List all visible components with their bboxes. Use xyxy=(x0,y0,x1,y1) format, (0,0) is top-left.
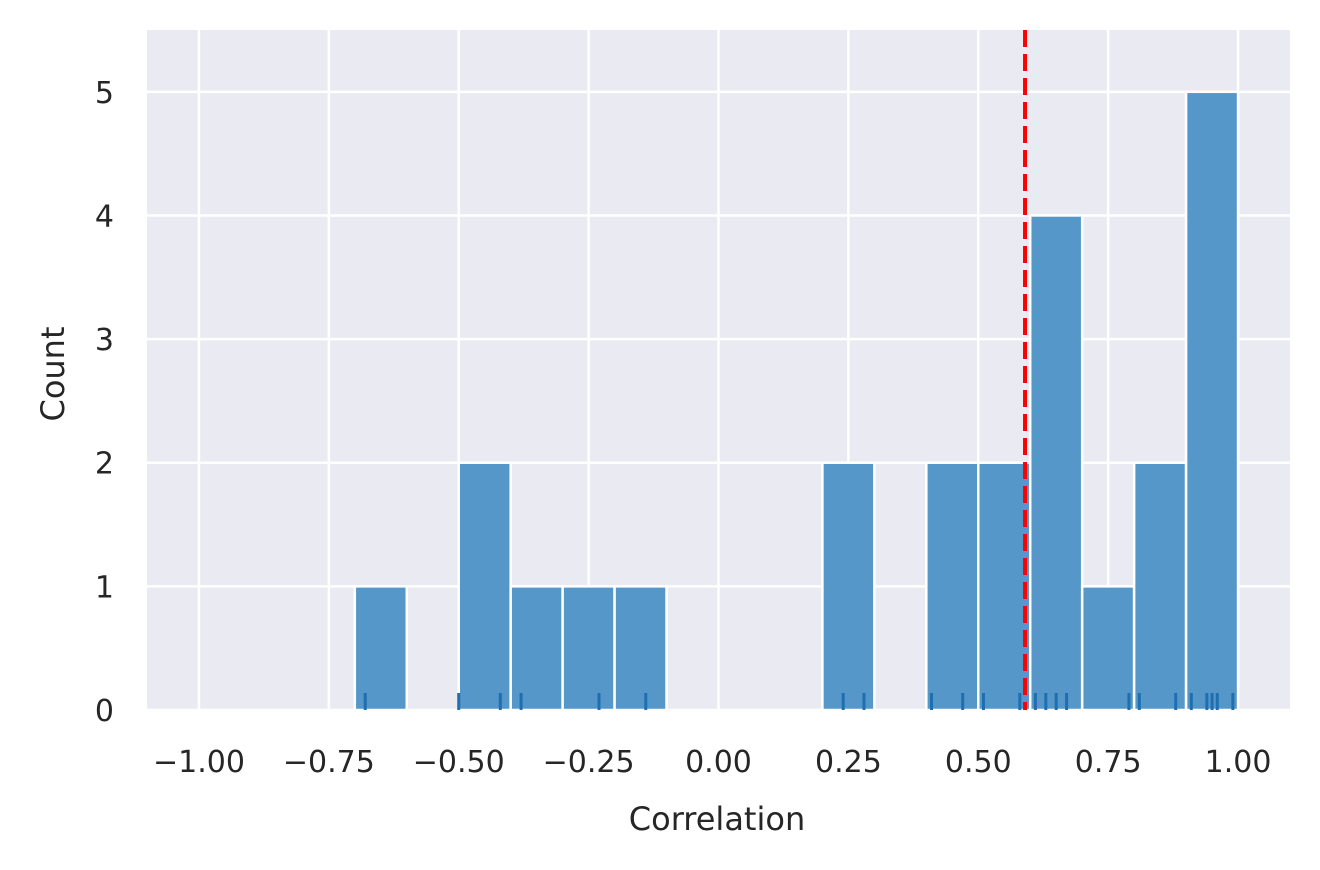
y-tick-label: 5 xyxy=(95,76,114,111)
x-tick-label: 0.00 xyxy=(685,745,752,780)
histogram-bar xyxy=(925,461,980,712)
y-tick-label: 4 xyxy=(95,199,114,234)
histogram-bars xyxy=(353,90,1240,712)
histogram-bar xyxy=(509,585,564,712)
x-tick-label: 1.00 xyxy=(1205,745,1272,780)
x-tick-label: −0.50 xyxy=(413,745,505,780)
x-tick-label: 0.25 xyxy=(815,745,882,780)
histogram-bar xyxy=(613,585,668,712)
y-tick-label: 3 xyxy=(95,323,114,358)
x-tick-label: −0.75 xyxy=(283,745,375,780)
x-tick-label: 0.75 xyxy=(1075,745,1142,780)
histogram-bar xyxy=(1028,214,1084,712)
histogram-bar xyxy=(353,585,409,712)
y-tick-labels: 0 1 2 3 4 5 xyxy=(95,76,114,729)
histogram-bar xyxy=(977,461,1032,712)
y-tick-label: 1 xyxy=(95,570,114,605)
y-axis-label: Count xyxy=(34,326,72,421)
histogram-bar xyxy=(457,461,512,712)
y-tick-label: 2 xyxy=(95,447,114,482)
x-tick-label: −0.25 xyxy=(543,745,635,780)
histogram-bar xyxy=(1080,585,1136,712)
histogram-bar xyxy=(1132,461,1188,712)
y-tick-label: 0 xyxy=(95,694,114,729)
histogram-bar xyxy=(1184,90,1240,712)
x-tick-label: −1.00 xyxy=(153,745,245,780)
x-tick-labels: −1.00 −0.75 −0.50 −0.25 0.00 0.25 0.50 0.75 1.00 xyxy=(153,745,1271,780)
x-axis-label: Correlation xyxy=(629,800,805,838)
histogram-bar xyxy=(561,585,616,712)
x-tick-label: 0.50 xyxy=(945,745,1012,780)
rug-marks xyxy=(363,693,1235,710)
histogram-bar xyxy=(821,461,876,712)
